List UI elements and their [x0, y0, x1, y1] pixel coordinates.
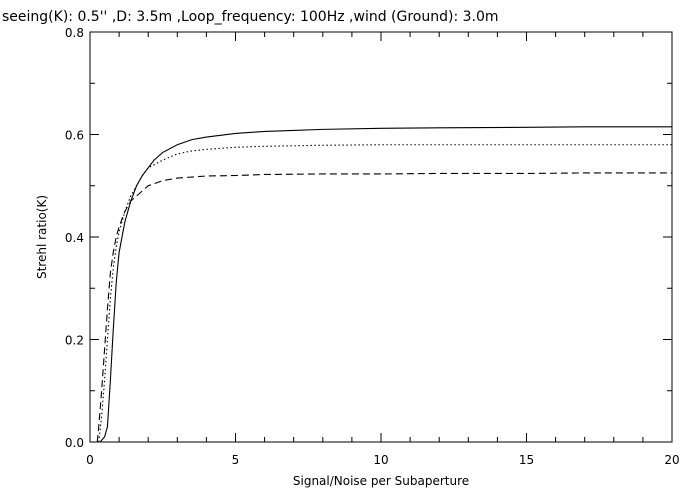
x-axis-label: Signal/Noise per Subaperture	[293, 474, 469, 488]
x-tick-label: 20	[664, 453, 679, 467]
series-layer	[96, 126, 672, 443]
series-line-dashed	[96, 172, 672, 443]
y-tick-label: 0.4	[65, 231, 84, 245]
series-line-solid	[99, 126, 672, 443]
x-tick-label: 0	[86, 453, 94, 467]
y-tick-label: 0.8	[65, 26, 84, 40]
y-axis: 0.0 0.2 0.4 0.6 0.8	[65, 26, 672, 450]
chart-title: seeing(K): 0.5'' ,D: 3.5m ,Loop_frequenc…	[2, 9, 499, 25]
y-tick-label: 0.2	[65, 334, 84, 348]
x-tick-label: 5	[232, 453, 240, 467]
y-axis-label: Strehl ratio(K)	[35, 195, 49, 279]
y-tick-label: 0.6	[65, 129, 84, 143]
plot-frame	[89, 31, 673, 443]
x-tick-label: 10	[373, 453, 388, 467]
series-line-dotted	[98, 144, 672, 443]
x-axis: 0 5 10 15 20	[86, 32, 680, 467]
y-tick-label: 0.0	[65, 436, 84, 450]
x-tick-label: 15	[519, 453, 534, 467]
